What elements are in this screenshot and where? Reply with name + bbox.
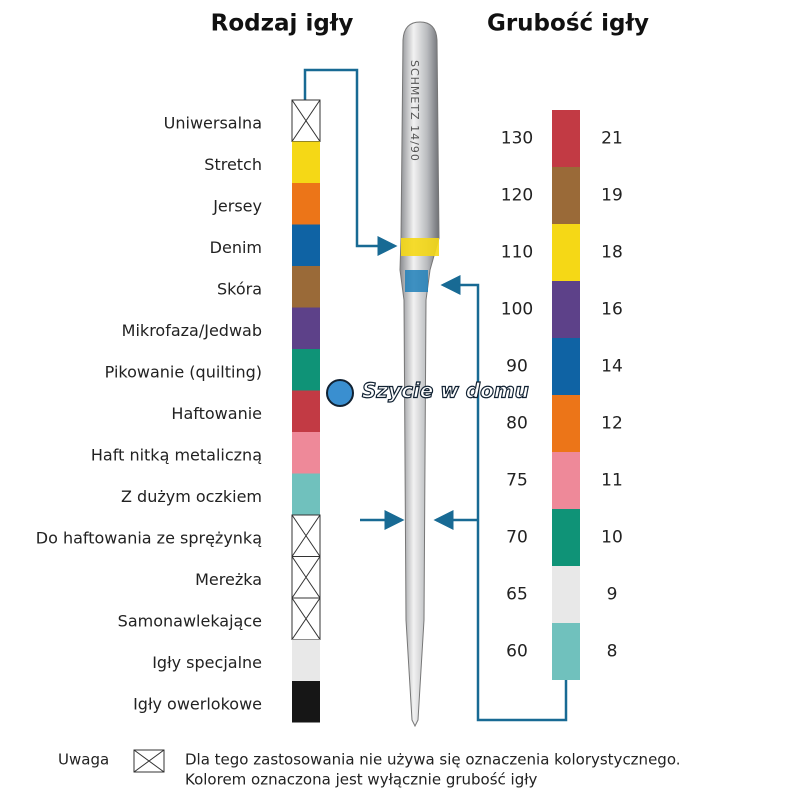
type-label: Skóra [217, 279, 262, 298]
size-metric: 80 [506, 414, 528, 434]
type-label: Uniwersalna [164, 113, 262, 132]
note-line: Dla tego zastosowania nie używa się ozna… [185, 751, 681, 769]
type-cross [291, 597, 321, 640]
size-metric: 75 [506, 471, 528, 491]
type-color [292, 681, 320, 723]
type-color [292, 141, 320, 183]
size-us: 8 [607, 642, 618, 662]
type-label: Igły specjalne [152, 653, 262, 672]
type-label: Samonawlekające [118, 611, 262, 630]
type-label: Haft nitką metaliczną [91, 445, 262, 464]
size-us: 11 [601, 471, 623, 491]
type-label: Pikowanie (quilting) [105, 362, 262, 381]
size-color [552, 224, 580, 281]
connector [303, 68, 398, 256]
type-label: Jersey [212, 196, 262, 215]
needle-engraving: SCHMETZ 14/90 [408, 60, 421, 162]
size-metric: 90 [506, 357, 528, 377]
type-cross [291, 99, 321, 142]
size-color [552, 509, 580, 566]
size-us: 18 [601, 243, 623, 263]
type-label: Denim [210, 238, 262, 257]
type-label: Haftowanie [171, 404, 262, 423]
size-color [552, 281, 580, 338]
size-us: 9 [607, 585, 618, 605]
size-metric: 120 [501, 186, 533, 206]
size-metric: 60 [506, 642, 528, 662]
type-label: Igły owerlokowe [133, 694, 262, 713]
size-color [552, 395, 580, 452]
size-metric: 65 [506, 585, 528, 605]
connector [440, 275, 568, 722]
size-us: 21 [601, 129, 623, 149]
size-us: 16 [601, 300, 623, 320]
type-color [292, 266, 320, 308]
type-color [292, 307, 320, 349]
size-color [552, 338, 580, 395]
needle: SCHMETZ 14/90 [399, 21, 440, 728]
size-color [552, 110, 580, 167]
size-metric: 110 [501, 243, 533, 263]
right-title: Grubość igły [487, 11, 649, 37]
watermark: Szycie w domu [326, 378, 530, 407]
type-color [292, 390, 320, 432]
type-label: Mereżka [195, 570, 262, 589]
size-metric: 130 [501, 129, 533, 149]
type-cross [291, 556, 321, 599]
size-color [552, 566, 580, 623]
type-color [292, 183, 320, 225]
type-color [292, 473, 320, 515]
size-color [552, 623, 580, 680]
type-label: Stretch [204, 155, 262, 174]
type-color [292, 432, 320, 474]
size-metric: 100 [501, 300, 533, 320]
type-label: Z dużym oczkiem [121, 487, 262, 506]
type-color [292, 224, 320, 266]
size-us: 12 [601, 414, 623, 434]
cross [133, 749, 165, 773]
note-line: Kolorem oznaczona jest wyłącznie grubość… [185, 771, 537, 789]
size-us: 10 [601, 528, 623, 548]
left-title: Rodzaj igły [211, 11, 354, 37]
type-cross [291, 514, 321, 557]
size-metric: 70 [506, 528, 528, 548]
type-label: Do haftowania ze sprężynką [36, 528, 262, 547]
size-color [552, 452, 580, 509]
note-label: Uwaga [58, 751, 109, 769]
type-color [292, 349, 320, 391]
type-color [292, 639, 320, 681]
type-label: Mikrofaza/Jedwab [122, 321, 262, 340]
size-us: 19 [601, 186, 623, 206]
size-us: 14 [601, 357, 623, 377]
watermark-text: Szycie w domu [362, 379, 529, 403]
size-color [552, 167, 580, 224]
